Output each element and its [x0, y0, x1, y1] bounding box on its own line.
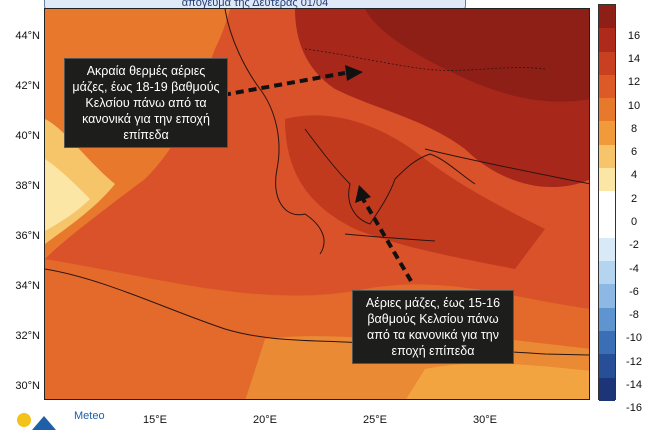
colorbar-segment — [599, 74, 615, 99]
colorbar-segment — [599, 28, 615, 52]
lon-label-25: 25°E — [363, 414, 387, 426]
colorbar-label: 6 — [630, 146, 638, 159]
lat-label-40: 40°N — [15, 130, 40, 142]
colorbar-label: 8 — [630, 122, 638, 135]
colorbar-segment — [599, 167, 615, 192]
lon-label-30: 30°E — [473, 414, 497, 426]
adriatic-coastline — [224, 9, 325, 255]
colorbar-segment — [599, 307, 615, 331]
colorbar-label: 0 — [630, 216, 638, 228]
greece-coastline — [304, 128, 476, 225]
colorbar-label: 10 — [627, 99, 641, 112]
lat-label-38: 38°N — [15, 180, 40, 192]
country-border — [304, 48, 546, 71]
colorbar-segment — [599, 98, 615, 122]
colorbar-label: -12 — [626, 355, 642, 368]
aegean-warm-zone — [285, 115, 545, 269]
arrow-top-head — [345, 65, 363, 81]
lat-label-32: 32°N — [15, 330, 40, 342]
colorbar-segment — [599, 237, 615, 262]
colorbar-segment — [599, 284, 615, 308]
lat-label-34: 34°N — [15, 280, 40, 292]
colorbar-segment — [599, 5, 615, 29]
lon-label-20: 20°E — [253, 414, 277, 426]
anatolia-coastline — [424, 148, 589, 185]
crete-coastline — [344, 233, 436, 242]
colorbar-segment — [599, 354, 615, 378]
arrow-top-line — [222, 71, 346, 97]
colorbar-segment — [599, 261, 615, 285]
colorbar-label: 4 — [630, 169, 638, 182]
colorbar-segment — [599, 330, 615, 355]
colorbar-segment — [599, 51, 615, 75]
colorbar-label: -14 — [626, 379, 642, 392]
colorbar-segment — [599, 144, 615, 168]
far-south-zone — [406, 363, 589, 399]
colorbar-label: 16 — [627, 29, 641, 42]
west-coolest-zone — [45, 159, 90, 231]
logo-text: Meteo — [74, 410, 105, 422]
colorbar-label: 12 — [627, 76, 641, 89]
colorbar-label: -6 — [629, 285, 639, 298]
colorbar-label: 2 — [630, 192, 638, 205]
lat-label-30: 30°N — [15, 380, 40, 392]
callout-bottom: Αέριες μάζες, έως 15-16 βαθμούς Κελσίου … — [352, 290, 514, 364]
colorbar — [598, 4, 616, 401]
colorbar-label: -8 — [629, 309, 639, 322]
colorbar-label: -16 — [626, 402, 642, 415]
colorbar-label: -10 — [626, 332, 642, 345]
colorbar-segment — [599, 214, 615, 238]
arrow-bottom-line — [361, 197, 413, 283]
logo-icon — [17, 413, 56, 430]
colorbar-label: -2 — [629, 239, 639, 252]
colorbar-label: 14 — [627, 52, 641, 65]
lon-label-15: 15°E — [143, 414, 167, 426]
lat-label-36: 36°N — [15, 230, 40, 242]
northeast-max-core — [365, 9, 589, 102]
colorbar-segment — [599, 121, 615, 145]
colorbar-segment — [599, 191, 615, 215]
callout-top: Ακραία θερμές αέριες μάζες, έως 18-19 βα… — [64, 58, 228, 148]
meteo-logo: Meteo — [14, 410, 114, 430]
colorbar-segment — [599, 377, 615, 401]
colorbar-label: -4 — [629, 262, 639, 275]
lat-label-44: 44°N — [15, 30, 40, 42]
arrow-bottom-head — [355, 185, 371, 203]
lat-label-42: 42°N — [15, 80, 40, 92]
